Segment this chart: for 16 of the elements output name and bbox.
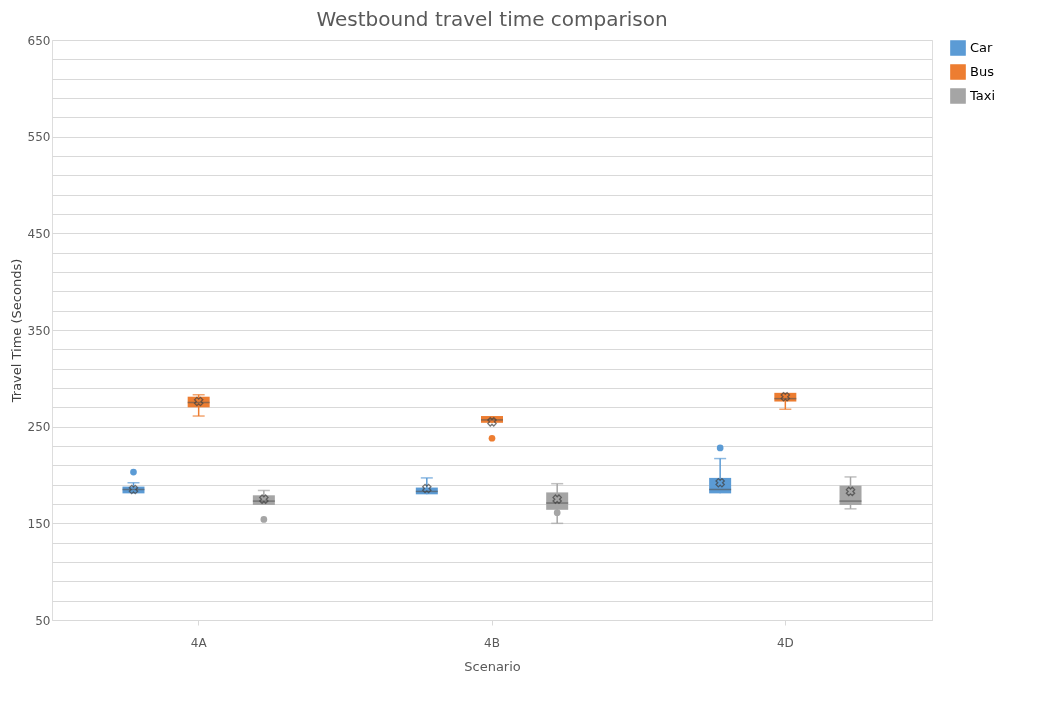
x-axis-title: Scenario [464,658,521,674]
y-tick-label: 250 [27,420,51,435]
y-tick-label: 150 [27,516,51,531]
x-tick-label: 4D [776,635,794,650]
x-tick-label: 4B [484,635,500,650]
y-tick-label: 650 [27,33,51,48]
y-axis-title: Travel Time (Seconds) [8,258,24,404]
legend-label: Taxi [969,88,996,103]
y-tick-label: 550 [27,130,51,145]
chart-title: Westbound travel time comparison [316,7,668,31]
y-tick-label: 50 [35,613,51,628]
legend-label: Bus [970,64,995,79]
y-tick-label: 350 [27,323,51,338]
legend-label: Car [970,40,994,55]
x-tick-label: 4A [190,635,208,650]
y-tick-label: 450 [27,226,51,241]
